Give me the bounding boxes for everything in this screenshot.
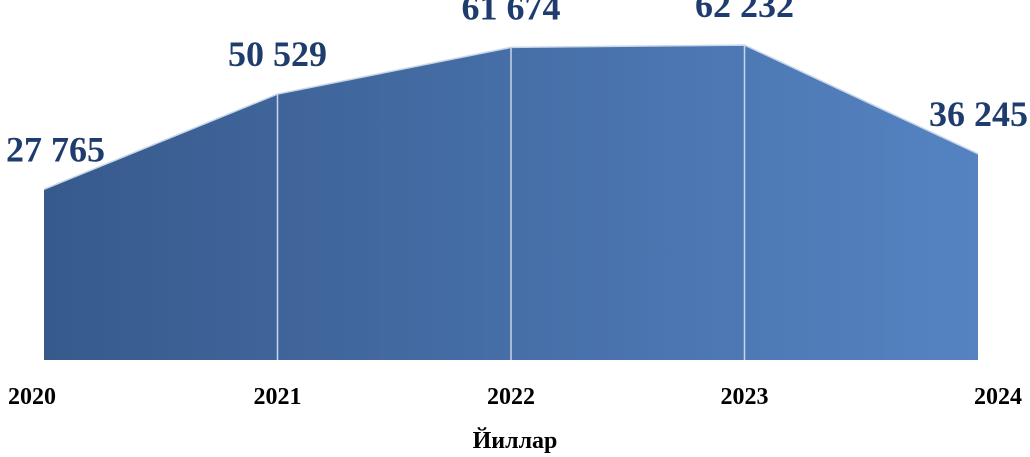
data-label-layer: 27 765 50 529 61 674 62 232 36 245: [6, 0, 1028, 169]
data-label-2022: 61 674: [462, 0, 561, 27]
data-label-2024: 36 245: [929, 94, 1028, 134]
data-label-2020: 27 765: [6, 129, 105, 169]
divider-layer: [276, 45, 746, 360]
data-label-2023: 62 232: [695, 0, 794, 25]
x-tick-layer: 2020 2021 2022 2023 2024: [8, 384, 1022, 410]
x-axis-title: Йиллар: [473, 428, 558, 454]
x-tick-label-2024: 2024: [974, 384, 1022, 410]
x-tick-label-2020: 2020: [8, 384, 56, 410]
data-label-2021: 50 529: [228, 34, 327, 74]
x-tick-label-2021: 2021: [254, 384, 302, 410]
x-tick-label-2023: 2023: [721, 384, 769, 410]
x-tick-label-2022: 2022: [487, 384, 535, 410]
